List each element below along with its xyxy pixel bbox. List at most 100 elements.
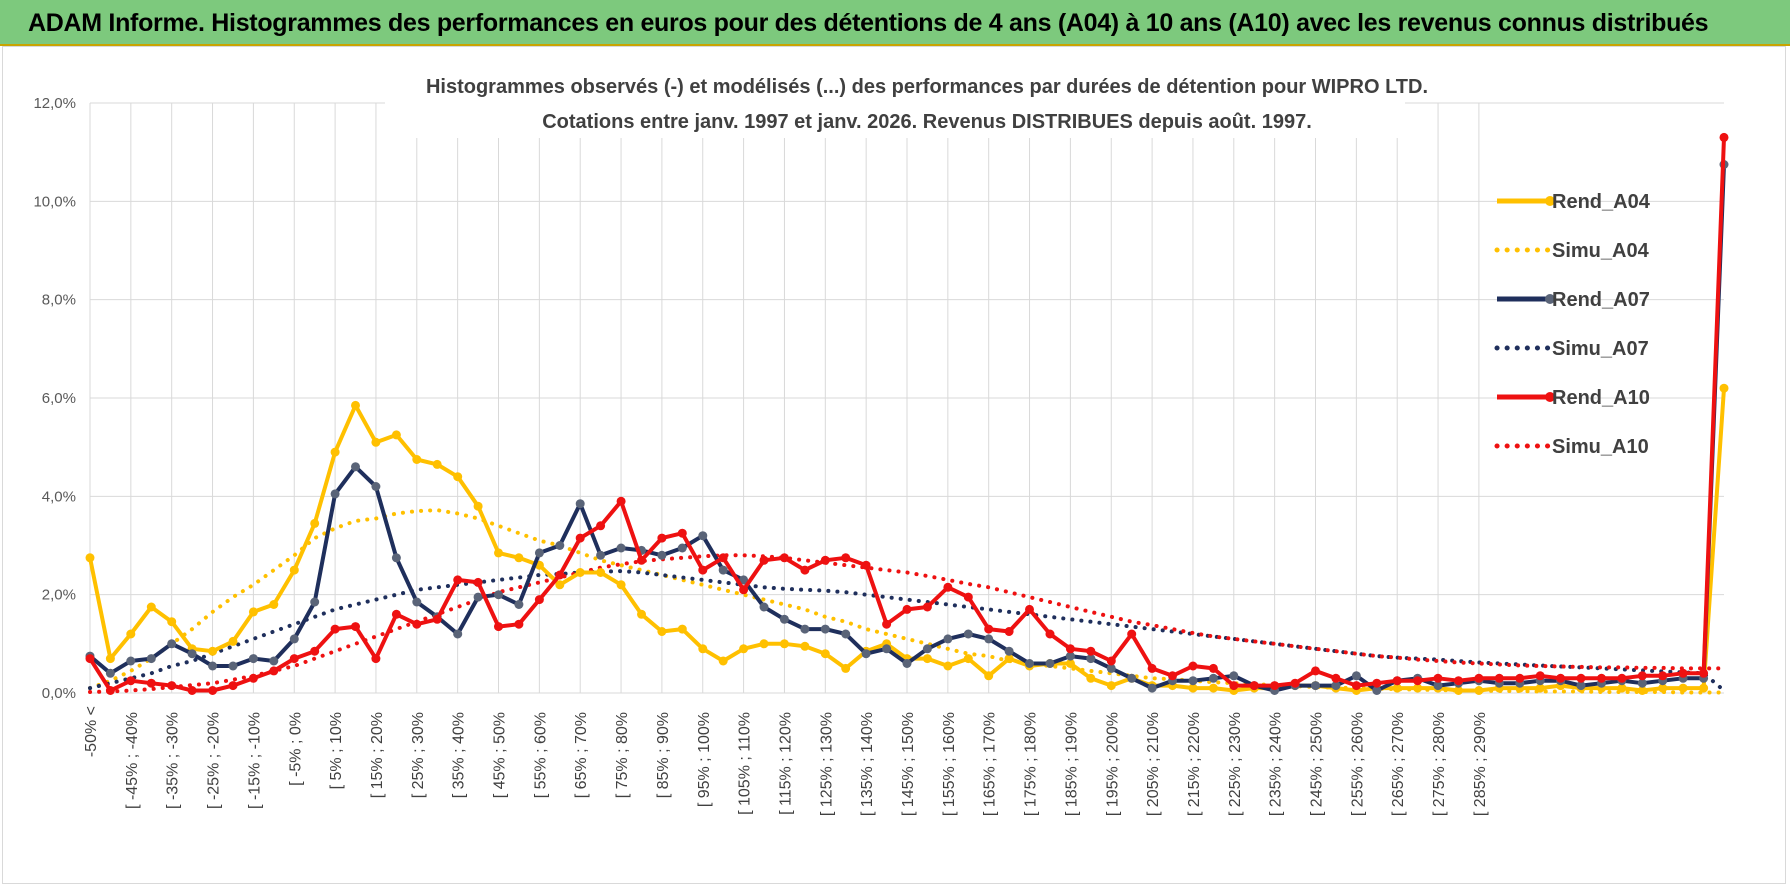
x-tick-label: [ 65% ; 70% (573, 712, 590, 798)
legend-entry-simu-a07: Simu_A07 (1494, 338, 1649, 360)
data-point-rend-a07 (228, 661, 238, 671)
data-point-rend-a10 (351, 622, 360, 632)
legend-entry-simu-a10: Simu_A10 (1494, 436, 1649, 458)
data-point-rend-a04 (1699, 683, 1709, 693)
data-point-rend-a10 (943, 582, 953, 592)
data-point-rend-a07 (1188, 676, 1198, 686)
data-point-rend-a10 (1045, 629, 1055, 639)
data-point-rend-a04 (1454, 686, 1463, 695)
data-point-rend-a10 (1597, 673, 1606, 683)
data-point-rend-a10 (412, 619, 422, 629)
data-point-rend-a04 (330, 447, 340, 457)
data-point-rend-a10 (126, 676, 136, 686)
data-point-rend-a04 (371, 437, 381, 447)
data-point-rend-a04 (453, 472, 463, 482)
x-tick-label: [ 205% ; 210% (1145, 712, 1162, 816)
data-point-rend-a07 (105, 668, 115, 678)
x-tick-label: [ 125% ; 130% (818, 712, 835, 816)
data-point-rend-a04 (739, 644, 749, 654)
data-point-rend-a07 (698, 531, 708, 541)
data-point-rend-a07 (371, 482, 381, 491)
data-point-rend-a04 (1719, 383, 1729, 393)
data-point-rend-a10 (596, 521, 606, 531)
data-point-rend-a07 (575, 499, 585, 509)
x-tick-label: [ 175% ; 180% (1023, 712, 1040, 816)
data-point-rend-a10 (1004, 627, 1014, 636)
data-point-rend-a04 (718, 656, 728, 666)
chart-title-line-2: Cotations entre janv. 1997 et janv. 2026… (542, 111, 1312, 133)
x-tick-label: [ 165% ; 170% (982, 712, 999, 816)
data-point-rend-a07 (453, 629, 463, 639)
data-point-rend-a10 (1168, 671, 1177, 681)
x-axis-ticks: -50% < [ -45% ; -40% [ -35% ; -30% [ -25% ;… (83, 706, 1489, 816)
data-point-rend-a04 (228, 636, 238, 646)
data-point-rend-a10 (1719, 132, 1729, 142)
x-tick-label: [ 285% ; 290% (1472, 712, 1489, 816)
data-point-rend-a10 (759, 555, 769, 565)
data-point-rend-a04 (616, 580, 626, 590)
x-tick-label: [ -25% ; -20% (206, 712, 223, 809)
data-point-rend-a10 (657, 533, 667, 543)
x-tick-label: [ 185% ; 190% (1063, 712, 1080, 816)
y-tick-label: 10,0% (33, 193, 76, 210)
x-tick-label: [ 145% ; 150% (900, 712, 917, 816)
data-point-rend-a07 (1004, 646, 1014, 656)
data-point-rend-a10 (1433, 673, 1443, 683)
chart-title-line-1: Histogrammes observés (-) et modélisés (… (426, 76, 1428, 98)
data-point-rend-a04 (841, 663, 851, 673)
data-point-rend-a07 (657, 550, 667, 560)
x-tick-label: [ 195% ; 200% (1104, 712, 1121, 816)
legend-entry-rend-a10: Rend_A10 (1497, 387, 1650, 409)
data-point-rend-a10 (228, 681, 238, 691)
data-point-rend-a10 (1556, 673, 1566, 683)
data-point-rend-a10 (963, 592, 973, 602)
data-point-rend-a04 (922, 654, 932, 664)
data-point-rend-a07 (1576, 681, 1586, 691)
x-tick-label: [ 105% ; 110% (737, 712, 754, 815)
x-tick-label: [ 45% ; 50% (492, 712, 509, 798)
data-point-rend-a10 (1576, 673, 1586, 683)
x-tick-label: [ 85% ; 90% (655, 712, 672, 798)
data-point-rend-a07 (718, 565, 728, 575)
data-point-rend-a04 (146, 602, 156, 612)
data-point-rend-a04 (943, 661, 953, 671)
data-point-rend-a10 (637, 555, 646, 565)
data-point-rend-a04 (1617, 683, 1627, 693)
data-point-rend-a04 (637, 609, 646, 619)
data-point-rend-a04 (494, 548, 503, 558)
x-tick-label: [ 225% ; 230% (1227, 712, 1244, 816)
data-point-rend-a10 (718, 553, 728, 563)
data-point-rend-a07 (1229, 671, 1239, 681)
data-point-rend-a10 (902, 604, 912, 614)
data-point-rend-a04 (596, 568, 606, 577)
data-point-rend-a04 (1188, 683, 1198, 693)
data-point-rend-a07 (1372, 686, 1382, 695)
legend-label: Rend_A04 (1552, 191, 1651, 213)
data-point-rend-a07 (534, 548, 544, 558)
data-point-rend-a04 (1535, 683, 1545, 693)
legend-label: Simu_A04 (1552, 240, 1650, 262)
data-point-rend-a10 (1372, 678, 1382, 688)
legend-entry-rend-a07: Rend_A07 (1497, 289, 1650, 311)
x-tick-label: [ 35% ; 40% (451, 712, 468, 798)
data-point-rend-a10 (800, 565, 810, 575)
data-point-rend-a07 (861, 649, 871, 659)
data-point-rend-a10 (1106, 656, 1116, 666)
data-point-rend-a04 (698, 644, 708, 654)
data-point-rend-a04 (984, 671, 994, 681)
data-point-rend-a10 (269, 666, 279, 676)
data-point-rend-a07 (167, 639, 177, 649)
x-tick-label: [ 115% ; 120% (777, 712, 794, 815)
data-point-rend-a04 (473, 501, 483, 511)
grid-lines (89, 102, 1724, 694)
x-tick-label: [ 5% ; 10% (328, 712, 345, 789)
data-point-rend-a07 (616, 543, 626, 553)
data-point-rend-a10 (391, 609, 401, 619)
y-tick-label: 0,0% (42, 685, 76, 702)
data-point-rend-a04 (1208, 683, 1218, 693)
data-point-rend-a10 (514, 619, 524, 629)
data-point-rend-a10 (1270, 681, 1280, 691)
data-point-rend-a07 (1433, 681, 1443, 691)
data-point-rend-a10 (432, 614, 442, 624)
data-point-rend-a10 (1454, 676, 1463, 686)
